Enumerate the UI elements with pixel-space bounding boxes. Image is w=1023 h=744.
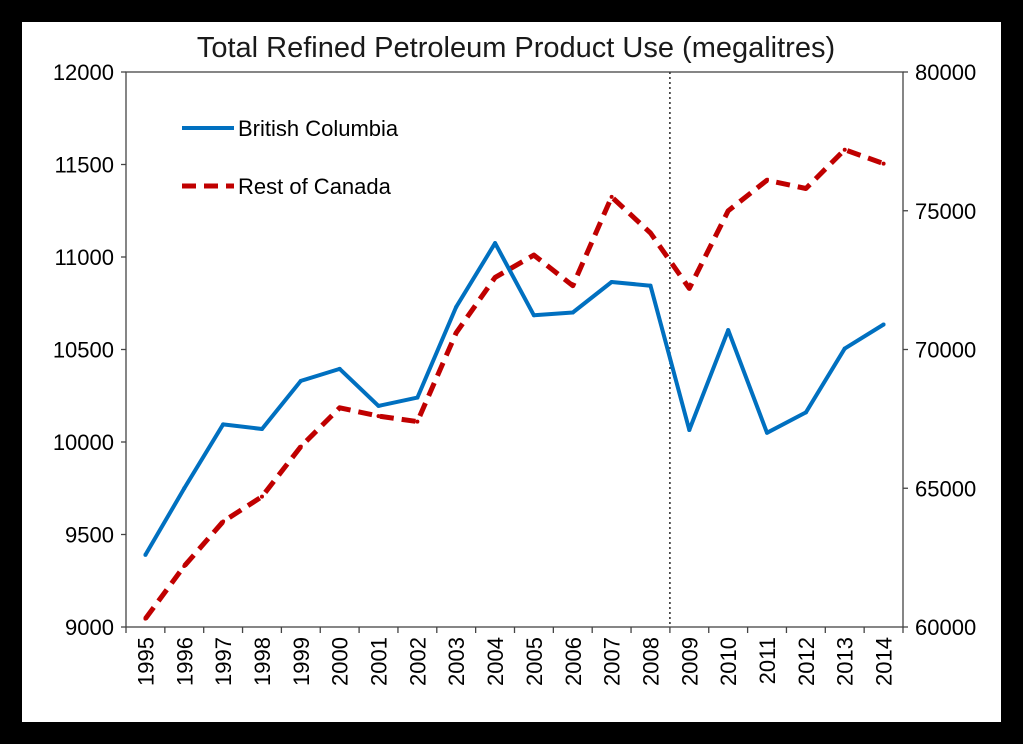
- data-point-rest-of-canada: [765, 178, 770, 183]
- left-tick-label: 11500: [54, 153, 114, 178]
- data-point-rest-of-canada: [415, 419, 420, 424]
- data-point-british-columbia: [337, 366, 342, 371]
- x-tick-label: 1999: [289, 637, 314, 686]
- x-tick-label: 2007: [600, 637, 625, 686]
- data-point-british-columbia: [765, 430, 770, 435]
- legend: British Columbia Rest of Canada: [182, 116, 399, 199]
- legend-label-rest-of-canada: Rest of Canada: [238, 174, 392, 199]
- data-point-british-columbia: [298, 378, 303, 383]
- data-point-british-columbia: [259, 427, 264, 432]
- data-point-british-columbia: [415, 395, 420, 400]
- legend-label-british-columbia: British Columbia: [238, 116, 399, 141]
- x-tick-label: 2004: [483, 637, 508, 686]
- data-point-british-columbia: [842, 346, 847, 351]
- x-tick-label: 1995: [133, 637, 158, 686]
- x-tick-label: 2009: [677, 637, 702, 686]
- data-point-rest-of-canada: [803, 186, 808, 191]
- data-point-british-columbia: [182, 486, 187, 491]
- x-tick-label: 1997: [211, 637, 236, 686]
- right-tick-label: 65000: [915, 476, 976, 501]
- data-point-british-columbia: [376, 403, 381, 408]
- data-point-british-columbia: [726, 328, 731, 333]
- x-tick-label: 2014: [872, 637, 897, 686]
- x-tick-label: 2000: [328, 637, 353, 686]
- right-axis: 60000 65000 70000 75000 80000: [903, 60, 976, 640]
- x-tick-label: 2006: [561, 637, 586, 686]
- data-point-british-columbia: [143, 552, 148, 557]
- data-point-rest-of-canada: [143, 616, 148, 621]
- x-tick-label: 2011: [755, 637, 780, 684]
- data-point-rest-of-canada: [609, 194, 614, 199]
- chart-svg: Total Refined Petroleum Product Use (meg…: [53, 32, 976, 686]
- right-tick-label: 80000: [915, 60, 976, 85]
- right-tick-label: 75000: [915, 199, 976, 224]
- left-tick-label: 12000: [53, 60, 114, 85]
- data-point-rest-of-canada: [648, 230, 653, 235]
- chart-frame: Total Refined Petroleum Product Use (meg…: [22, 22, 1001, 722]
- right-tick-label: 60000: [915, 615, 976, 640]
- data-point-british-columbia: [648, 283, 653, 288]
- chart-title: Total Refined Petroleum Product Use (meg…: [197, 32, 835, 64]
- data-point-rest-of-canada: [298, 444, 303, 449]
- data-point-rest-of-canada: [337, 405, 342, 410]
- x-tick-label: 1998: [250, 637, 275, 686]
- data-point-rest-of-canada: [842, 147, 847, 152]
- left-tick-label: 9500: [65, 523, 114, 548]
- data-point-rest-of-canada: [881, 161, 886, 166]
- x-tick-label: 2013: [833, 637, 858, 686]
- data-point-rest-of-canada: [570, 283, 575, 288]
- left-axis: 9000 9500 10000 10500 11000 11500 12000: [53, 60, 126, 640]
- left-tick-label: 11000: [54, 245, 114, 270]
- data-point-rest-of-canada: [376, 414, 381, 419]
- plot-area: [125, 71, 904, 628]
- data-point-rest-of-canada: [531, 253, 536, 258]
- x-axis: 1995 1996 1997 1998 1999 2000 2001 2002 2003 2004…: [125, 627, 904, 686]
- data-point-british-columbia: [609, 279, 614, 284]
- data-point-rest-of-canada: [454, 330, 459, 335]
- left-tick-label: 10000: [53, 430, 114, 455]
- data-point-british-columbia: [803, 410, 808, 415]
- series-line-british-columbia: [143, 241, 885, 556]
- x-tick-label: 2005: [522, 637, 547, 686]
- x-tick-label: 2003: [444, 637, 469, 686]
- right-tick-label: 70000: [915, 338, 976, 363]
- x-tick-label: 2012: [794, 637, 819, 686]
- x-tick-label: 1996: [172, 637, 197, 686]
- series-layer: [143, 147, 886, 621]
- data-point-british-columbia: [493, 241, 498, 246]
- x-tick-label: 2010: [716, 637, 741, 686]
- left-tick-label: 9000: [65, 615, 114, 640]
- left-tick-label: 10500: [53, 338, 114, 363]
- data-point-british-columbia: [687, 427, 692, 432]
- x-tick-label: 2001: [367, 637, 392, 686]
- x-tick-label: 2002: [405, 637, 430, 686]
- data-point-british-columbia: [881, 322, 886, 327]
- data-point-british-columbia: [570, 310, 575, 315]
- data-point-rest-of-canada: [259, 494, 264, 499]
- data-point-rest-of-canada: [726, 208, 731, 213]
- data-point-rest-of-canada: [221, 519, 226, 524]
- data-point-british-columbia: [221, 422, 226, 427]
- data-point-rest-of-canada: [493, 275, 498, 280]
- data-point-british-columbia: [454, 304, 459, 309]
- data-point-british-columbia: [531, 313, 536, 318]
- series-line-rest-of-canada: [143, 147, 885, 621]
- data-point-rest-of-canada: [182, 563, 187, 568]
- data-point-rest-of-canada: [687, 286, 692, 291]
- x-tick-label: 2008: [638, 637, 663, 686]
